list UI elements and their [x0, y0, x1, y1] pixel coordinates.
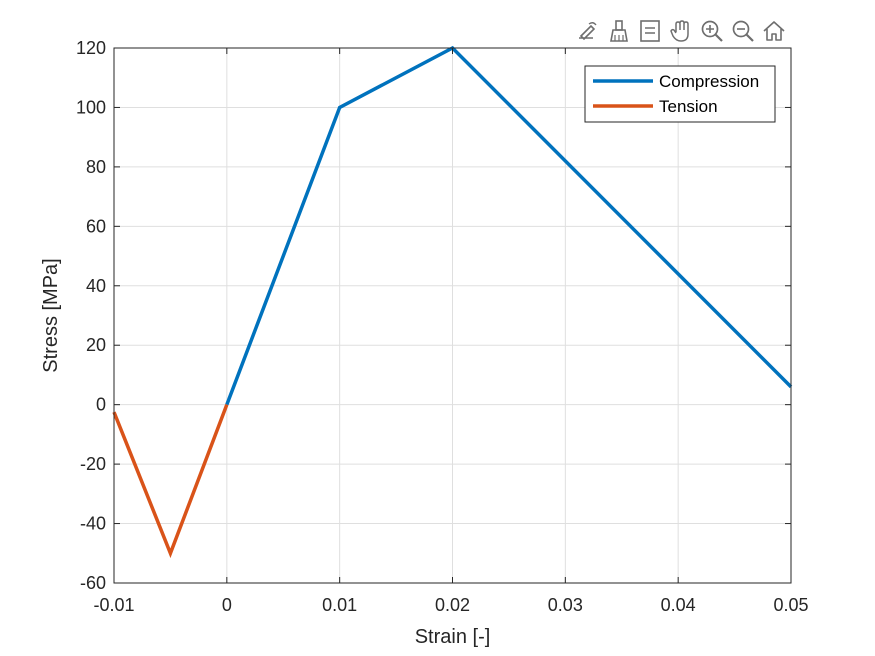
- x-tick-label: 0.03: [548, 595, 583, 615]
- x-tick-label: 0.01: [322, 595, 357, 615]
- datatip-icon[interactable]: [634, 16, 665, 46]
- y-tick-label: 20: [86, 335, 106, 355]
- legend-entry-tension: Tension: [659, 97, 718, 116]
- legend[interactable]: Compression Tension: [584, 65, 776, 123]
- x-tick-label: 0.04: [661, 595, 696, 615]
- y-tick-label: 100: [76, 97, 106, 117]
- series-lines: [112, 45, 793, 559]
- y-tick-label: 40: [86, 276, 106, 296]
- y-tick-label: -40: [80, 514, 106, 534]
- x-axis-label: Strain [-]: [415, 626, 491, 648]
- y-tick-label: 80: [86, 157, 106, 177]
- x-tick-label: 0: [222, 595, 232, 615]
- series-line-compression: [225, 45, 793, 406]
- zoom-in-icon[interactable]: [696, 16, 727, 46]
- x-tick-label: -0.01: [93, 595, 134, 615]
- y-tick-label: 60: [86, 216, 106, 236]
- x-tick-label: 0.05: [773, 595, 808, 615]
- legend-box: [584, 65, 776, 123]
- legend-entry-compression: Compression: [659, 72, 759, 91]
- zoom-out-icon[interactable]: [727, 16, 758, 46]
- axes-toolbar: [572, 16, 789, 46]
- tick-labels: -0.01 0 0.01 0.02 0.03 0.04 0.05 -60 -40 -20 0 20 40…: [76, 38, 809, 615]
- y-tick-label: 120: [76, 38, 106, 58]
- y-axis-label: Stress [MPa]: [40, 258, 62, 372]
- y-tick-label: 0: [96, 395, 106, 415]
- axes: [113, 47, 792, 584]
- series-line-tension: [112, 404, 229, 559]
- y-tick-label: -20: [80, 454, 106, 474]
- x-tick-label: 0.02: [435, 595, 470, 615]
- home-icon[interactable]: [758, 16, 789, 46]
- brush-icon[interactable]: [603, 16, 634, 46]
- edit-export-icon[interactable]: [572, 16, 603, 46]
- y-tick-label: -60: [80, 573, 106, 593]
- pan-hand-icon[interactable]: [665, 16, 696, 46]
